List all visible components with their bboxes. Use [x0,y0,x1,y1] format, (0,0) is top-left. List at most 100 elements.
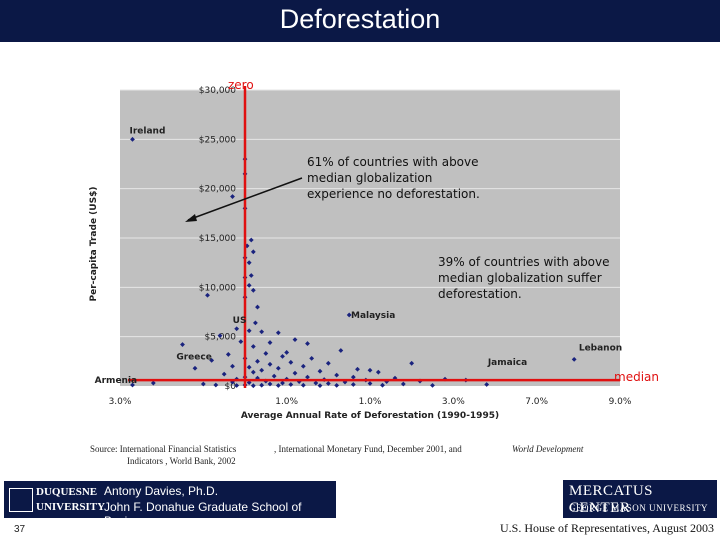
data-point [355,366,360,372]
data-point [213,382,219,388]
author-name: Antony Davies, Ph.D. [104,484,219,498]
data-point [253,320,258,326]
duquesne-name: DUQUESNE [36,486,98,498]
data-point [259,367,265,373]
data-point [205,292,210,298]
data-point [325,381,331,386]
data-point [400,381,406,387]
data-point [275,383,281,388]
data-point [250,344,256,349]
data-point [342,379,348,385]
data-point [350,374,356,380]
y-tick-label: $10,000 [199,283,236,293]
x-tick-labels: 3.0% 1.0% 1.0% 3.0% 7.0% 9.0% [109,397,632,407]
mercatus-name: MERCATUS CENTER [569,483,654,516]
data-point [248,237,254,243]
data-point [217,333,223,339]
data-point [284,350,290,355]
data-point [250,249,256,255]
source-line-2: Indicators , World Bank, 2002 [127,456,236,466]
grid-lines [120,89,620,338]
country-label: Ireland [130,126,166,136]
page-number: 37 [14,524,26,535]
data-point [221,371,227,377]
annotation-suffer-deforestation: 39% of countries with above median global… [438,255,610,301]
source-line-1a: Source: International Financial Statisti… [90,444,237,454]
country-label: US [233,316,247,326]
data-point [309,355,315,361]
x-tick-label: 7.0% [525,397,548,407]
data-point [250,287,256,293]
data-point [246,380,252,385]
data-point [317,383,323,389]
data-point [234,326,240,332]
slide-title: Deforestation [279,4,441,34]
y-axis-label: Per-capita Trade (US$) [89,187,99,302]
annotation-arrowhead [185,214,197,222]
data-point [263,351,269,356]
data-point [275,330,281,336]
gmu-name: GEORGE MASON UNIVERSITY [569,503,708,513]
data-point [313,380,319,386]
data-point [225,352,231,357]
x-tick-label: 3.0% [109,397,132,407]
data-point [334,383,340,388]
data-point [250,369,256,375]
source-line-1c: World Development [512,444,584,454]
data-point [230,363,235,369]
duquesne-emblem-icon [9,488,33,512]
data-point [409,360,415,366]
data-point [288,359,294,365]
data-point [367,381,373,386]
data-point [305,341,310,346]
data-point [346,312,352,318]
data-point [246,328,252,334]
data-point [571,356,577,362]
data-point [150,380,156,386]
duquesne-university: UNIVERSITY [36,501,106,513]
data-point [317,368,323,374]
data-point [259,382,265,388]
country-label: Greece [176,352,211,362]
annotation-arrow-line [187,177,303,221]
data-point [267,361,273,367]
data-point [246,260,252,266]
country-label: Jamaica [487,358,527,368]
data-point [250,383,256,389]
data-point [350,382,356,387]
data-point [267,340,273,345]
data-point [280,380,285,386]
data-point [180,342,185,347]
data-point [325,360,331,366]
data-point [292,337,298,343]
data-point [280,354,285,359]
footer-right: U.S. House of Representatives, August 20… [500,521,714,535]
data-point [334,372,340,378]
y-tick-label: $15,000 [199,234,236,244]
data-point [292,370,298,376]
data-point [300,363,306,369]
data-point [238,339,244,344]
data-point [305,374,310,380]
x-tick-label: 9.0% [609,397,632,407]
country-label: Malaysia [351,311,395,321]
duquesne-logo: DUQUESNE UNIVERSITY Antony Davies, Ph.D.… [4,481,336,528]
x-tick-label: 3.0% [442,397,465,407]
mercatus-logo: MERCATUS CENTER GEORGE MASON UNIVERSITY [563,480,717,518]
data-point [192,365,198,371]
data-point [300,382,306,388]
y-tick-label: $0 [225,382,237,392]
median-label: median [614,370,659,384]
x-axis-label: Average Annual Rate of Deforestation (19… [241,411,499,421]
data-point [248,273,254,278]
data-point [430,383,435,388]
data-point [246,364,252,370]
zero-label: zero [228,78,254,92]
data-point [259,329,265,335]
country-labels: Ireland US Malaysia Greece Lebanon Jamaica Arm… [95,126,623,386]
x-tick-label: 1.0% [359,397,382,407]
annotation-no-deforestation: 61% of countries with above median global… [307,155,480,201]
data-point [209,357,215,363]
data-point [230,194,235,199]
data-point [338,348,344,353]
